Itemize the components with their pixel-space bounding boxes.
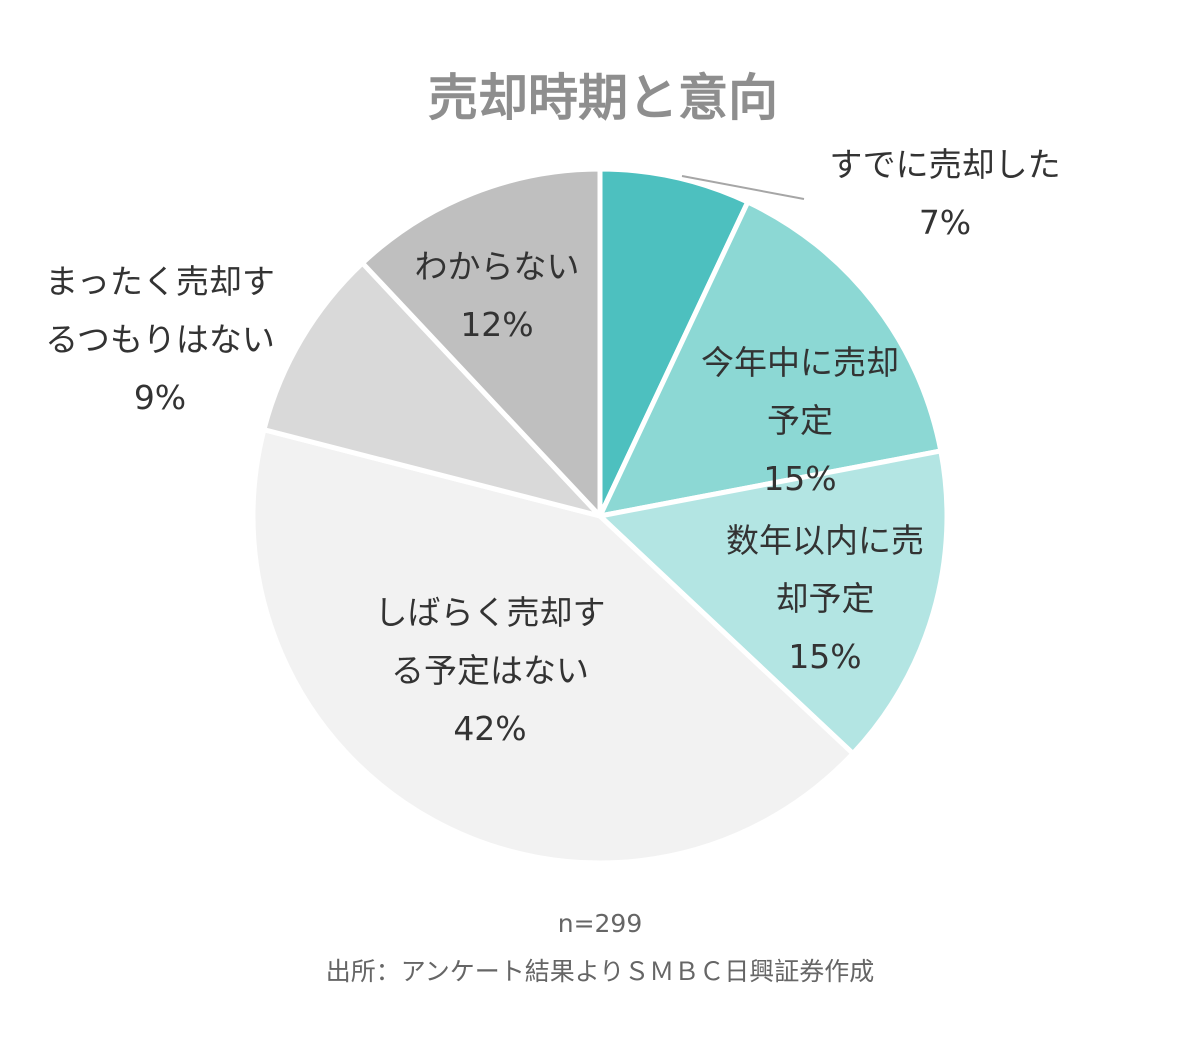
slice-category-label-2-0: 数年以内に売 bbox=[726, 521, 924, 560]
pie-slice-4 bbox=[261, 260, 603, 519]
slice-percent-label-1: 15% bbox=[763, 459, 836, 498]
sample-size-note: n=299 bbox=[558, 909, 643, 938]
slice-category-label-4-1: るつもりはない bbox=[45, 320, 275, 359]
pie-slice-5 bbox=[359, 166, 603, 519]
pie-slice-3 bbox=[250, 427, 856, 866]
slice-category-label-3-1: る予定はない bbox=[391, 651, 589, 690]
slice-percent-label-2: 15% bbox=[788, 637, 861, 676]
leader-line bbox=[681, 175, 805, 200]
source-note: 出所：アンケート結果よりＳＭＢＣ日興証券作成 bbox=[326, 957, 875, 986]
slice-category-label-1-1: 予定 bbox=[767, 401, 833, 440]
chart-title: 売却時期と意向 bbox=[428, 69, 778, 127]
slice-percent-label-3: 42% bbox=[453, 709, 526, 748]
pie-slice-0 bbox=[597, 166, 751, 519]
slice-category-label-3-0: しばらく売却す bbox=[375, 593, 606, 632]
slice-category-label-2-1: 却予定 bbox=[776, 579, 875, 618]
slice-labels: すでに売却した7%今年中に売却予定15%数年以内に売却予定15%しばらく売却する… bbox=[45, 145, 1061, 748]
pie-slice-2 bbox=[597, 448, 950, 757]
slice-category-label-0-0: すでに売却した bbox=[829, 145, 1060, 184]
slice-category-label-1-0: 今年中に売却 bbox=[701, 343, 899, 382]
slice-category-label-4-0: まったく売却す bbox=[45, 262, 275, 301]
pie-slice-1 bbox=[597, 199, 944, 519]
slice-percent-label-4: 9% bbox=[134, 378, 186, 417]
slice-percent-label-5: 12% bbox=[460, 305, 533, 344]
slice-percent-label-0: 7% bbox=[919, 203, 971, 242]
pie-slices bbox=[250, 166, 950, 866]
slice-category-label-5-0: わからない bbox=[415, 247, 580, 286]
